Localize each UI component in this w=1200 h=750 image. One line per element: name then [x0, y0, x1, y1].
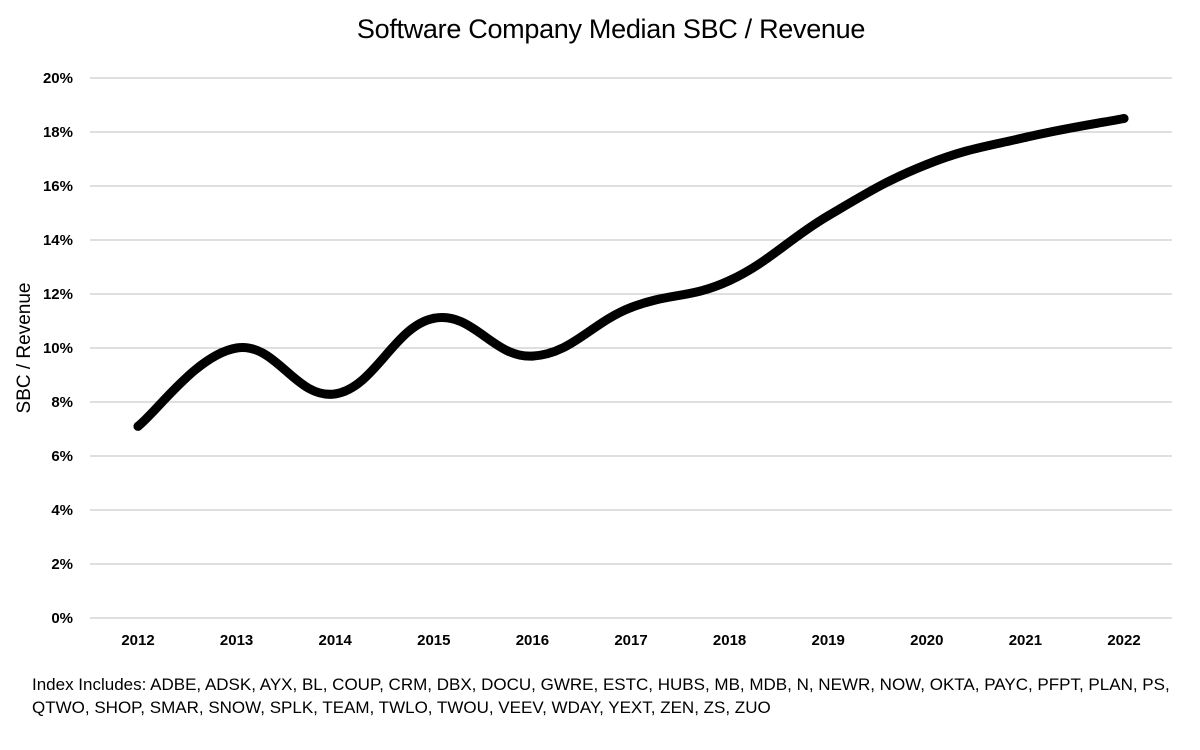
gridlines	[90, 77, 1172, 619]
y-tick-label: 12%	[43, 286, 73, 303]
x-tick-label: 2018	[713, 632, 746, 649]
data-point-2015	[429, 313, 439, 323]
data-point-2021	[1020, 132, 1030, 142]
data-point-2019	[823, 211, 833, 221]
x-tick-label: 2013	[220, 632, 253, 649]
x-tick-label: 2014	[319, 632, 353, 649]
y-tick-label: 20%	[43, 70, 73, 87]
x-tick-label: 2019	[812, 632, 845, 649]
series-line	[133, 114, 1129, 431]
x-tick-label: 2022	[1107, 632, 1140, 649]
series-layer	[133, 114, 1129, 431]
x-tick-label: 2015	[417, 632, 450, 649]
x-tick-label: 2020	[910, 632, 943, 649]
y-tick-label: 18%	[43, 124, 73, 141]
x-tick-label: 2021	[1009, 632, 1042, 649]
y-tick-label: 6%	[51, 448, 73, 465]
x-axis-ticks: 2012 2013 2014 2015 2016 2017 2018 2019 2020 2021…	[121, 632, 1140, 649]
y-tick-label: 4%	[51, 502, 73, 519]
data-point-2022	[1119, 114, 1129, 123]
x-tick-label: 2012	[121, 632, 154, 649]
data-point-2020	[922, 159, 932, 169]
data-point-2017	[626, 303, 636, 312]
y-tick-label: 0%	[51, 610, 73, 627]
line-chart: 0%2%4%6%8%10%12%14%16%18%20% 2012 2013 201…	[14, 70, 1172, 649]
data-point-2014	[330, 389, 340, 399]
y-tick-label: 8%	[51, 394, 73, 411]
data-point-2016	[527, 351, 537, 361]
y-tick-label: 14%	[43, 232, 73, 249]
chart-title: Software Company Median SBC / Revenue	[356, 14, 866, 44]
x-tick-label: 2017	[614, 632, 647, 649]
x-tick-label: 2016	[516, 632, 549, 649]
y-tick-label: 10%	[43, 340, 73, 357]
y-tick-label: 2%	[51, 556, 73, 573]
data-point-2018	[725, 276, 735, 285]
data-point-2012	[133, 421, 143, 431]
y-tick-label: 16%	[43, 178, 73, 195]
y-axis-label: SBC / Revenue	[14, 283, 35, 414]
index-footnote: Index Includes: ADBE, ADSK, AYX, BL, COU…	[32, 675, 1170, 717]
y-axis-ticks: 0% 2% 4% 6% 8% 10% 12% 14% 16% 18% 20%	[43, 70, 73, 627]
data-point-2013	[232, 343, 242, 353]
data-points	[133, 114, 1129, 431]
